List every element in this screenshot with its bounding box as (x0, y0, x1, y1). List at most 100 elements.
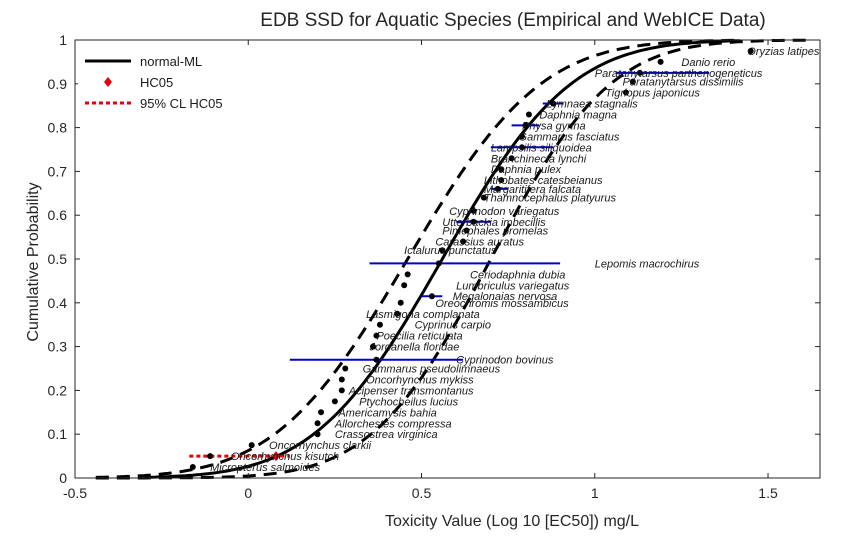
x-tick-label: 1 (591, 485, 599, 501)
species-point (342, 365, 349, 372)
species-label: Cyprinodon bovinus (456, 355, 554, 367)
species-point (550, 100, 557, 107)
axes-layer: -0.5 0 0.5 1 1.500.10.20.30.40.50.60.70.80.9… (48, 32, 820, 501)
y-tick-label: 0.6 (48, 207, 68, 223)
species-label: Gammarus pseudolimnaeus (363, 364, 501, 376)
species-point (470, 207, 477, 214)
species-label: Lumbriculus variegatus (456, 280, 570, 292)
species-point (373, 332, 380, 339)
species-label: Tigriopus japonicus (605, 88, 700, 100)
species-point (519, 144, 525, 151)
y-tick-label: 0.4 (48, 295, 68, 311)
species-label: Cyprinus carpio (415, 320, 491, 332)
species-point (494, 185, 501, 192)
species-label: Utterbackia imbecillis (442, 217, 546, 229)
species-label: Danio rerio (681, 57, 735, 69)
species-label: Micropterus salmoides (210, 462, 321, 474)
species-point (522, 122, 529, 129)
legend-label: 95% CL HC05 (140, 96, 223, 111)
y-tick-label: 0.2 (48, 382, 68, 398)
species-label: Oryzias latipes (747, 46, 820, 58)
species-label: Lymnaea stagnalis (546, 99, 638, 111)
species-point (318, 409, 325, 416)
x-tick-label: 0 (244, 485, 252, 501)
y-tick-label: 0 (59, 470, 67, 486)
confidence-band-upper (95, 38, 737, 479)
species-label: Lithobates catesbeianus (484, 175, 603, 187)
species-label: Oreochromis mossambicus (435, 298, 569, 310)
species-label: Physa gyrina (522, 120, 586, 132)
legend-label: HC05 (140, 75, 173, 90)
species-point (498, 177, 505, 184)
species-label: Ptychocheilus lucius (359, 396, 459, 408)
species-point (189, 464, 196, 471)
species-label: Cyprinodon variegatus (449, 206, 560, 218)
species-point (404, 271, 411, 278)
species-point (338, 376, 345, 383)
species-label: Lepomis macrochirus (595, 258, 700, 270)
species-point (622, 89, 629, 96)
y-tick-label: 0.9 (48, 76, 68, 92)
species-point (373, 356, 380, 363)
confidence-band-lower (95, 38, 810, 480)
species-point (439, 247, 446, 254)
species-point (314, 420, 321, 427)
species-label: Ictalurus punctatus (404, 245, 497, 257)
y-tick-label: 1 (59, 32, 67, 48)
species-point (470, 218, 477, 225)
species-point (636, 69, 643, 76)
species-point (397, 299, 404, 306)
legend: normal-ML HC05 95% CL HC05 (78, 44, 228, 114)
species-label: Oncorhynchus mykiss (366, 374, 474, 386)
species-point (314, 431, 321, 438)
species-label: Poecilia reticulata (376, 331, 462, 343)
species-label: Daphnia pulex (491, 164, 562, 176)
legend-label: normal-ML (140, 54, 202, 69)
species-label: Allorchestes compressa (334, 418, 452, 430)
species-point (629, 78, 636, 85)
species-point (508, 155, 515, 162)
species-point (747, 47, 754, 54)
species-label: Daphnia magna (539, 109, 617, 121)
species-point (376, 321, 383, 328)
chart-title: EDB SSD for Aquatic Species (Empirical a… (260, 10, 765, 31)
hc05-marker (271, 451, 280, 462)
species-point (248, 442, 255, 449)
species-label: Lampsilis siliquoidea (491, 142, 592, 154)
species-label: Jordanella floridae (369, 342, 460, 354)
species-label: Paratanytarsus parthenogeneticus (595, 68, 763, 80)
species-label: Gammarus fasciatus (519, 131, 620, 143)
species-label: Megalonaias nervosa (453, 291, 558, 303)
x-tick-label: 0.5 (412, 485, 432, 501)
species-point (657, 58, 664, 65)
species-point (338, 387, 345, 394)
y-tick-label: 0.3 (48, 339, 68, 355)
species-point (428, 293, 435, 300)
species-point (394, 310, 401, 317)
species-point (331, 398, 338, 405)
curves-layer (95, 38, 810, 480)
species-label: Margaritifera falcata (484, 184, 581, 196)
species-label: Paratanytarsus dissimilis (622, 77, 744, 89)
species-label: Lasmigona complanata (366, 309, 480, 321)
species-label: Thamnocephalus platyurus (484, 193, 617, 205)
species-label: Oncorhynchus kisutch (231, 451, 339, 463)
species-label: Pimephales promelas (442, 226, 548, 238)
x-axis-label: Toxicity Value (Log 10 [EC50]) mg/L (385, 513, 639, 530)
y-tick-label: 0.1 (48, 426, 68, 442)
species-point (460, 238, 467, 245)
species-label: Branchinecta lynchi (491, 153, 587, 165)
species-point (498, 166, 505, 173)
species-label: Crassostrea virginica (335, 429, 438, 441)
fitted-curve-normal-ml (144, 39, 741, 479)
points-layer (189, 47, 754, 471)
legend-swatch-diamond (104, 77, 112, 87)
x-tick-label: -0.5 (63, 485, 87, 501)
x-tick-label: 1.5 (758, 485, 778, 501)
species-point (370, 343, 376, 350)
species-point (207, 453, 214, 460)
y-tick-label: 0.8 (48, 120, 68, 136)
